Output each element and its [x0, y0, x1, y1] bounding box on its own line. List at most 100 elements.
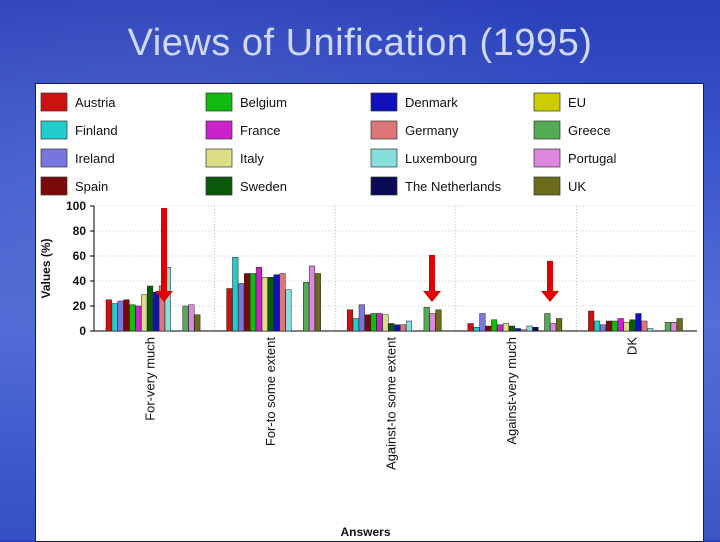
legend-swatch-luxembourg	[370, 148, 398, 168]
legend-label-austria: Austria	[75, 95, 116, 110]
bar-italy-for-very-much	[141, 294, 148, 332]
bar-greece-dk	[664, 322, 671, 332]
legend-swatch-spain	[40, 176, 68, 196]
legend-label-france: France	[240, 123, 280, 138]
legend-label-belgium: Belgium	[240, 95, 287, 110]
slide-title: Views of Unification (1995)	[127, 22, 593, 64]
legend-label-spain: Spain	[75, 179, 108, 194]
x-tick-label-against-to-some-extent: Against-to some extent	[384, 337, 399, 470]
bar-luxembourg-for-to-some-extent	[285, 289, 292, 332]
bar-greece-for-very-much	[182, 305, 189, 332]
y-tick-label: 0	[79, 324, 86, 338]
bar-chart: Austria Finland Ireland Spain Belgium France I…	[39, 92, 697, 539]
y-tick-label: 20	[73, 299, 87, 313]
x-axis-title: Answers	[340, 525, 390, 539]
x-tick-label-for-to-some-extent: For-to some extent	[263, 337, 278, 446]
legend-swatch-finland	[40, 120, 68, 140]
bar-portugal-for-to-some-extent	[308, 265, 316, 332]
bar-denmark-for-very-much	[152, 292, 160, 332]
legend-swatch-uk	[533, 176, 561, 196]
legend-label-finland: Finland	[75, 123, 118, 138]
legend-swatch-greece	[533, 120, 561, 140]
bar-luxembourg-against-very-much	[526, 325, 533, 332]
red-arrow-annotation	[541, 261, 559, 302]
legend-label-portugal: Portugal	[568, 151, 617, 166]
legend-swatch-italy	[205, 148, 233, 168]
bar-ireland-against-to-some-extent	[358, 304, 365, 332]
bar-portugal-dk	[670, 322, 677, 332]
bar-france-for-very-much	[135, 305, 142, 332]
legend-swatch-france	[205, 120, 233, 140]
bar-spain-for-very-much	[123, 299, 130, 332]
bar-france-for-to-some-extent	[255, 267, 262, 332]
x-tick-label-for-very-much: For-very much	[142, 337, 157, 421]
legend-label-italy: Italy	[240, 151, 264, 166]
bar-france-against-to-some-extent	[376, 313, 383, 332]
legend-label-luxembourg: Luxembourg	[405, 151, 477, 166]
bar-italy-against-to-some-extent	[382, 314, 389, 332]
bar-germany-dk	[641, 320, 648, 332]
legend-label-germany: Germany	[405, 123, 459, 138]
bar-spain-against-to-some-extent	[364, 314, 371, 332]
legend-swatch-sweden	[205, 176, 233, 196]
legend-swatch-germany	[370, 120, 398, 140]
bar-italy-dk	[623, 322, 630, 332]
red-arrow-annotation	[423, 255, 441, 302]
bar-finland-dk	[594, 320, 601, 332]
bar-ireland-against-very-much	[479, 313, 486, 332]
bar-ireland-for-very-much	[117, 300, 124, 332]
bar-finland-for-very-much	[111, 303, 118, 332]
bar-austria-for-to-some-extent	[226, 288, 233, 332]
bar-germany-against-very-much	[520, 329, 527, 332]
bar-uk-for-very-much	[194, 314, 201, 332]
legend-label-denmark: Denmark	[405, 95, 458, 110]
bar-germany-for-to-some-extent	[279, 273, 286, 332]
legend-swatch-belgium	[205, 92, 233, 112]
bar-denmark-against-to-some-extent	[394, 324, 401, 332]
bar-uk-against-to-some-extent	[435, 309, 442, 332]
bar-ireland-dk	[599, 324, 607, 332]
bar-belgium-for-very-much	[129, 304, 136, 332]
bar-finland-against-to-some-extent	[352, 318, 359, 332]
legend-label-eu: EU	[568, 95, 586, 110]
legend-label-sweden: Sweden	[240, 179, 287, 194]
legend-label-uk: UK	[568, 179, 586, 194]
bar-belgium-against-very-much	[491, 319, 498, 332]
y-tick-label: 80	[73, 224, 87, 238]
bar-denmark-dk	[635, 313, 642, 332]
bar-sweden-for-to-some-extent	[267, 277, 274, 332]
bar-portugal-against-very-much	[550, 323, 557, 332]
legend-swatch-eu	[533, 92, 561, 112]
bar-portugal-for-very-much	[188, 304, 195, 332]
bar-denmark-against-very-much	[514, 328, 521, 332]
bar-luxembourg-against-to-some-extent	[405, 320, 413, 332]
bar-uk-for-to-some-extent	[314, 273, 321, 332]
bar-austria-dk	[588, 310, 595, 332]
bar-portugal-against-to-some-extent	[429, 313, 436, 332]
bar-sweden-against-to-some-extent	[388, 323, 395, 332]
bar-uk-against-very-much	[556, 318, 563, 332]
legend-label-the-netherlands: The Netherlands	[405, 179, 502, 194]
bar-greece-against-to-some-extent	[423, 307, 430, 332]
red-arrow-annotation	[155, 208, 173, 302]
bar-germany-against-to-some-extent	[400, 324, 407, 332]
bar-sweden-for-very-much	[147, 285, 154, 332]
y-tick-label: 60	[73, 249, 87, 263]
bar-luxembourg-dk	[647, 328, 654, 332]
legend-swatch-ireland	[40, 148, 68, 168]
bar-belgium-against-to-some-extent	[370, 313, 377, 332]
bar-austria-against-to-some-extent	[346, 309, 354, 332]
bar-france-against-very-much	[497, 324, 504, 332]
legend-swatch-austria	[40, 92, 68, 112]
bar-sweden-against-very-much	[508, 325, 515, 332]
bar-austria-for-very-much	[105, 299, 112, 332]
bar-belgium-for-to-some-extent	[249, 273, 257, 332]
bar-italy-for-to-some-extent	[261, 277, 268, 332]
bar-uk-dk	[676, 318, 683, 332]
bar-greece-against-very-much	[544, 313, 551, 332]
bar-belgium-dk	[611, 320, 618, 332]
y-axis-title: Values (%)	[39, 238, 53, 298]
legend-swatch-the-netherlands	[370, 176, 398, 196]
legend-swatch-denmark	[370, 92, 398, 112]
legend-label-greece: Greece	[568, 123, 611, 138]
